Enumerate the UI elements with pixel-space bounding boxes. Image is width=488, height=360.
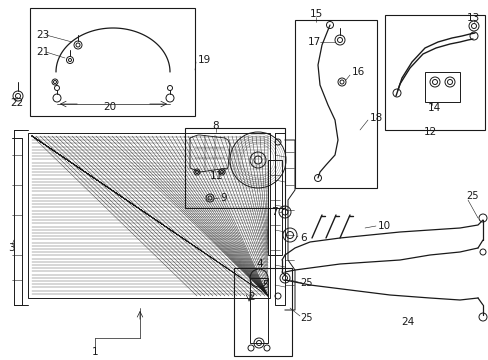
- Text: 25: 25: [299, 313, 312, 323]
- Text: 3: 3: [8, 243, 15, 253]
- Text: 10: 10: [377, 221, 390, 231]
- Text: 25: 25: [299, 278, 312, 288]
- Text: 11: 11: [209, 171, 223, 181]
- Text: 19: 19: [198, 55, 211, 65]
- Text: 16: 16: [351, 67, 365, 77]
- Text: 22: 22: [10, 98, 23, 108]
- Bar: [294, 20, 376, 188]
- Text: 17: 17: [307, 37, 321, 47]
- Bar: [184, 128, 285, 208]
- Text: 20: 20: [103, 102, 116, 112]
- Text: 18: 18: [369, 113, 383, 123]
- Bar: [28, 133, 269, 298]
- Text: 12: 12: [423, 127, 436, 137]
- Bar: [249, 278, 267, 343]
- Text: 6: 6: [299, 233, 306, 243]
- Text: 14: 14: [427, 103, 440, 113]
- Text: 2: 2: [247, 292, 254, 302]
- Text: 1: 1: [92, 347, 98, 357]
- Text: 21: 21: [36, 47, 49, 57]
- Bar: [267, 160, 282, 255]
- Bar: [424, 72, 459, 102]
- Text: 13: 13: [466, 13, 479, 23]
- Text: 7: 7: [271, 207, 278, 217]
- Text: 4: 4: [256, 259, 263, 269]
- Text: 8: 8: [212, 121, 219, 131]
- Text: 15: 15: [309, 9, 322, 19]
- Text: 24: 24: [401, 317, 414, 327]
- Bar: [384, 15, 484, 130]
- Text: 9: 9: [220, 193, 226, 203]
- Bar: [234, 268, 291, 356]
- Text: 5: 5: [262, 280, 268, 290]
- Text: 23: 23: [36, 30, 49, 40]
- Text: 25: 25: [465, 191, 478, 201]
- Bar: [30, 8, 195, 116]
